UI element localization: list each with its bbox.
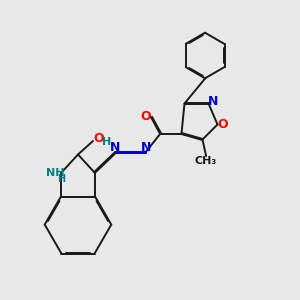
Text: O: O bbox=[141, 110, 152, 123]
Text: NH: NH bbox=[46, 167, 64, 178]
Text: CH₃: CH₃ bbox=[195, 156, 217, 166]
Text: N: N bbox=[208, 94, 218, 108]
Text: O: O bbox=[218, 118, 228, 131]
Text: H: H bbox=[57, 174, 66, 184]
Text: H: H bbox=[102, 136, 111, 147]
Text: O: O bbox=[93, 131, 104, 145]
Text: N: N bbox=[141, 141, 151, 154]
Text: N: N bbox=[110, 141, 121, 154]
